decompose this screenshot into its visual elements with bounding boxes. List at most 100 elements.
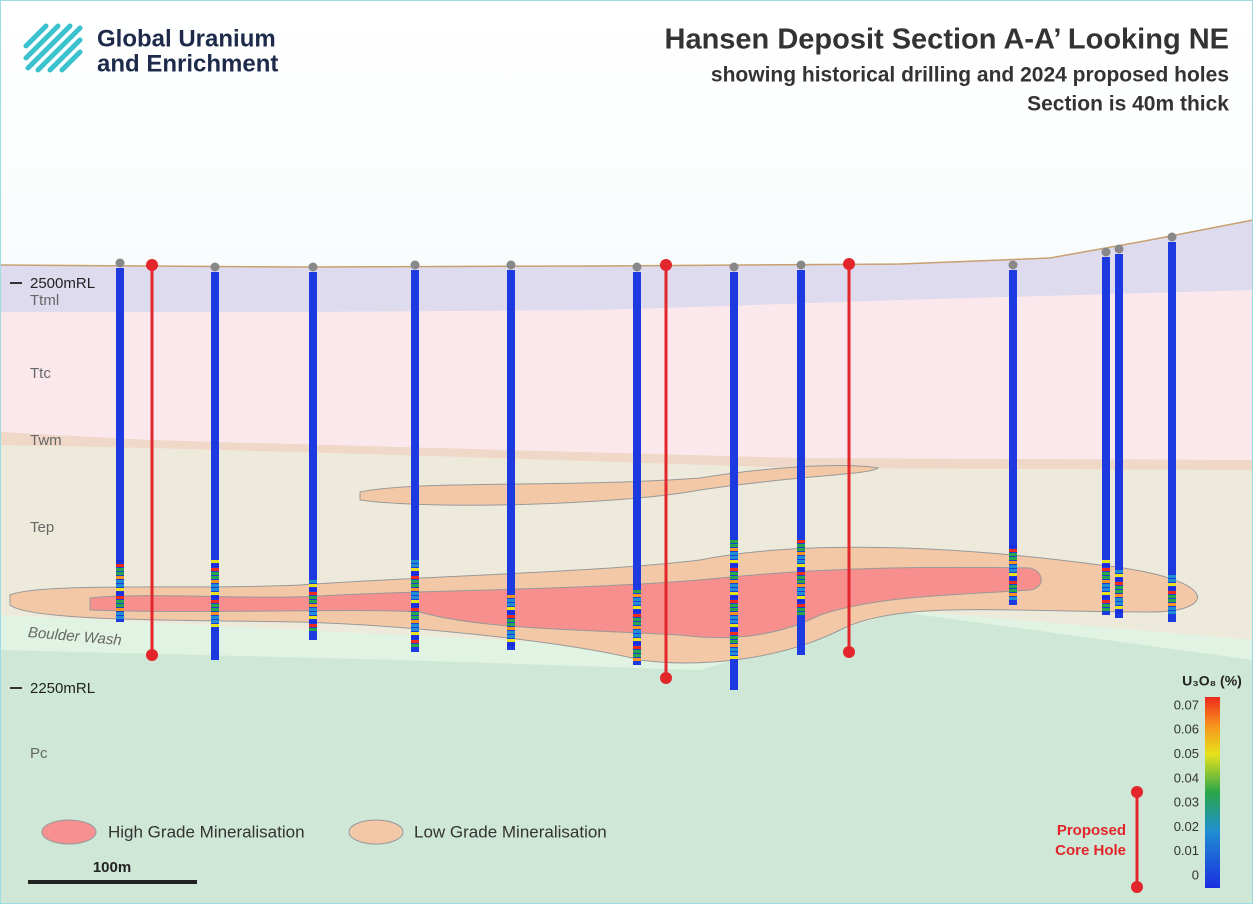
- assay-interval: [309, 612, 317, 615]
- assay-interval: [507, 639, 515, 642]
- assay-interval: [211, 616, 219, 619]
- assay-interval: [730, 652, 738, 655]
- logo-text: Global Uranium: [97, 25, 276, 52]
- assay-interval: [411, 564, 419, 567]
- assay-interval: [633, 654, 641, 657]
- assay-interval: [211, 576, 219, 579]
- assay-interval: [507, 611, 515, 614]
- assay-interval: [116, 580, 124, 583]
- section-diagram: Ttml Ttc Twm Tep Boulder Wash Pc 2500mRL…: [0, 0, 1253, 904]
- assay-interval: [507, 595, 515, 598]
- assay-interval: [633, 642, 641, 645]
- assay-interval: [730, 644, 738, 647]
- unit-label: Tep: [30, 519, 54, 536]
- assay-interval: [309, 580, 317, 583]
- note: Section is 40m thick: [1027, 93, 1229, 116]
- assay-interval: [1102, 564, 1110, 567]
- assay-interval: [116, 588, 124, 591]
- legend-swatch: [42, 820, 96, 844]
- colorbar-tick-label: 0.07: [1174, 697, 1199, 712]
- assay-interval: [730, 556, 738, 559]
- assay-interval: [730, 632, 738, 635]
- assay-interval: [211, 580, 219, 583]
- assay-interval: [1102, 596, 1110, 599]
- unit-label: Pc: [30, 745, 48, 762]
- assay-interval: [633, 598, 641, 601]
- assay-interval: [1168, 583, 1176, 586]
- assay-interval: [1009, 545, 1017, 548]
- elevation-label: 2250mRL: [30, 680, 95, 697]
- legend-label: High Grade Mineralisation: [108, 822, 305, 841]
- assay-interval: [1115, 606, 1123, 609]
- assay-interval: [309, 596, 317, 599]
- assay-interval: [1168, 575, 1176, 578]
- collar: [1102, 248, 1111, 257]
- colorbar-tick-label: 0.06: [1174, 722, 1199, 737]
- assay-interval: [633, 602, 641, 605]
- proposed-hole-end: [843, 646, 855, 658]
- assay-interval: [507, 619, 515, 622]
- assay-interval: [730, 612, 738, 615]
- collar: [411, 261, 420, 270]
- assay-interval: [1102, 600, 1110, 603]
- assay-interval: [507, 635, 515, 638]
- assay-interval: [211, 604, 219, 607]
- assay-interval: [116, 576, 124, 579]
- assay-interval: [797, 580, 805, 583]
- assay-interval: [411, 636, 419, 639]
- assay-interval: [1115, 610, 1123, 613]
- assay-interval: [411, 640, 419, 643]
- colorbar-tick-label: 0.05: [1174, 746, 1199, 761]
- assay-interval: [730, 608, 738, 611]
- assay-interval: [1009, 577, 1017, 580]
- assay-interval: [211, 568, 219, 571]
- assay-interval: [309, 620, 317, 623]
- assay-interval: [730, 640, 738, 643]
- assay-interval: [116, 600, 124, 603]
- assay-interval: [633, 594, 641, 597]
- assay-interval: [633, 626, 641, 629]
- assay-interval: [211, 620, 219, 623]
- colorbar-title: U₃O₈ (%): [1182, 673, 1242, 689]
- colorbar-tick-label: 0.04: [1174, 770, 1199, 785]
- assay-interval: [1168, 607, 1176, 610]
- assay-interval: [1115, 586, 1123, 589]
- assay-interval: [411, 580, 419, 583]
- assay-interval: [1009, 565, 1017, 568]
- assay-interval: [116, 592, 124, 595]
- assay-interval: [1009, 561, 1017, 564]
- drill-hole: [1168, 242, 1176, 622]
- assay-interval: [507, 607, 515, 610]
- assay-interval: [730, 628, 738, 631]
- assay-interval: [1115, 574, 1123, 577]
- assay-interval: [730, 576, 738, 579]
- legend-label: Core Hole: [1055, 842, 1126, 859]
- collar: [1009, 261, 1018, 270]
- assay-interval: [797, 572, 805, 575]
- colorbar-tick-label: 0.02: [1174, 819, 1199, 834]
- assay-interval: [1009, 589, 1017, 592]
- assay-interval: [633, 634, 641, 637]
- assay-interval: [1009, 549, 1017, 552]
- assay-interval: [797, 600, 805, 603]
- assay-interval: [730, 592, 738, 595]
- assay-interval: [309, 584, 317, 587]
- assay-interval: [797, 556, 805, 559]
- assay-interval: [116, 560, 124, 563]
- logo-text: and Enrichment: [97, 50, 278, 77]
- assay-interval: [1102, 588, 1110, 591]
- assay-interval: [1115, 598, 1123, 601]
- assay-interval: [1009, 593, 1017, 596]
- assay-interval: [797, 548, 805, 551]
- assay-interval: [116, 596, 124, 599]
- assay-interval: [730, 588, 738, 591]
- assay-interval: [211, 624, 219, 627]
- assay-interval: [1009, 569, 1017, 572]
- assay-interval: [211, 612, 219, 615]
- assay-interval: [730, 552, 738, 555]
- collar: [1115, 245, 1124, 254]
- assay-interval: [411, 644, 419, 647]
- assay-interval: [797, 560, 805, 563]
- assay-interval: [211, 584, 219, 587]
- assay-interval: [1168, 579, 1176, 582]
